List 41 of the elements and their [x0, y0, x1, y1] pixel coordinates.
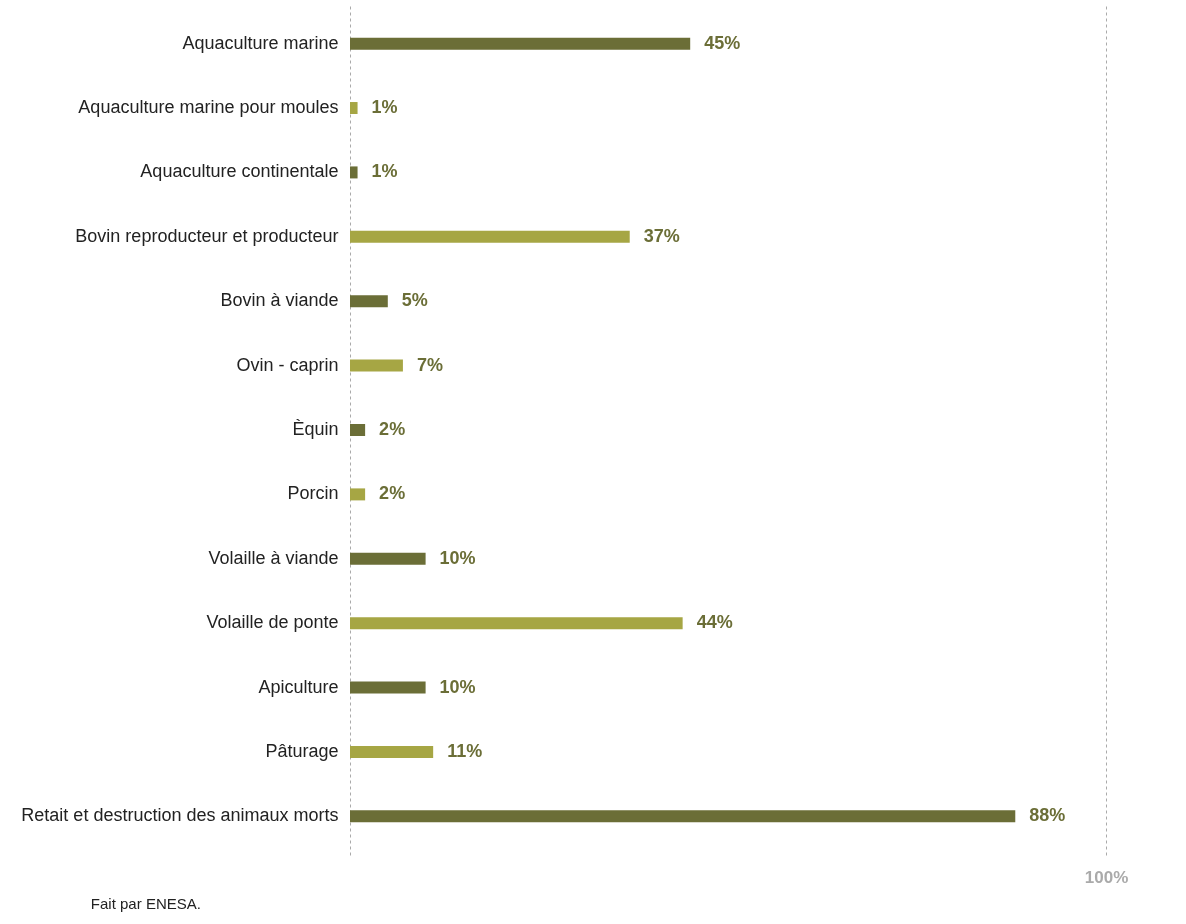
bar [350, 102, 358, 115]
y-tick-label: Bovin reproducteur et producteur [75, 225, 339, 246]
x-tick-label: 100% [1084, 867, 1129, 887]
bar [350, 230, 630, 243]
bar [350, 681, 426, 694]
data-label: 45% [704, 32, 741, 53]
data-label: 44% [696, 612, 733, 633]
data-label: 11% [447, 740, 483, 761]
y-tick-label: Bovin à viande [220, 290, 339, 311]
data-label: 88% [1029, 805, 1066, 826]
bar [350, 424, 366, 436]
data-label: 37% [643, 225, 680, 246]
y-tick-label: Èquin [292, 419, 339, 439]
y-tick-label: Volaille à viande [208, 547, 339, 568]
y-tick-label: Porcin [287, 483, 339, 504]
y-tick-label: Volaille de ponte [206, 612, 339, 633]
data-label: 1% [371, 97, 398, 118]
bar [350, 37, 691, 50]
y-tick-label: Apiculture [258, 676, 339, 697]
bar [350, 295, 388, 308]
data-label: 2% [379, 483, 406, 504]
bar [350, 166, 358, 179]
y-tick-label: Aquaculture continentale [140, 161, 339, 182]
text: Fait par ENESA. [90, 895, 201, 912]
bar [350, 745, 434, 758]
bar [350, 810, 1016, 823]
data-label: 10% [439, 547, 476, 568]
y-tick-label: Aquaculture marine pour moules [78, 97, 339, 118]
data-label: 2% [379, 419, 406, 439]
y-tick-label: Pâturage [265, 740, 339, 761]
bar [350, 552, 426, 565]
data-label: 7% [416, 354, 443, 375]
bar [350, 359, 403, 372]
y-tick-label: Aquaculture marine [182, 32, 339, 53]
data-label: 1% [371, 161, 398, 182]
bar [350, 617, 683, 630]
data-label: 5% [401, 290, 428, 311]
y-tick-label: Retait et destruction des animaux morts [21, 805, 339, 826]
data-label: 10% [439, 676, 476, 697]
bar [350, 488, 366, 501]
y-tick-label: Ovin - caprin [236, 354, 339, 375]
